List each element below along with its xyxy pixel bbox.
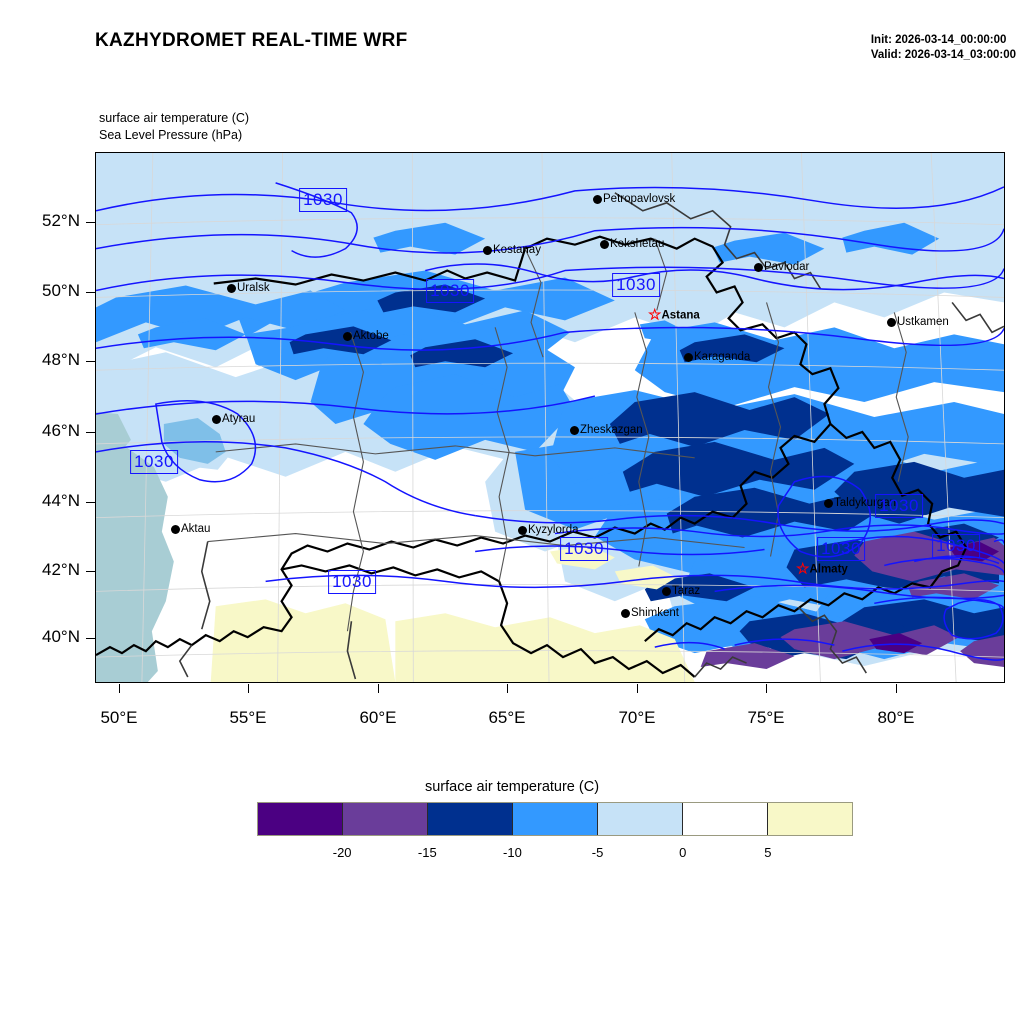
model-run-info: Init: 2026-03-14_00:00:00 Valid: 2026-03… (871, 33, 1016, 62)
colorbar-tick-0: 0 (679, 845, 687, 860)
valid-time-label: Valid: 2026-03-14_03:00:00 (870, 48, 1016, 61)
lat-tick-label-50: 50°N (42, 281, 80, 300)
lat-tick-label-42: 42°N (42, 560, 80, 579)
region-borders (207, 238, 909, 632)
map-canvas (96, 153, 1004, 682)
lat-tick-label-48: 48°N (42, 350, 80, 369)
colorbar-tick--20: -20 (332, 845, 352, 860)
lat-tick-44 (86, 502, 95, 503)
page-title: KAZHYDROMET REAL-TIME WRF (95, 30, 408, 51)
colorbar-tick--10: -10 (503, 845, 522, 860)
isobars (96, 182, 1004, 661)
init-time-label: Init: 2026-03-14_00:00:00 (870, 34, 1007, 46)
field-caption-pressure: Sea Level Pressure (hPa) (99, 127, 243, 142)
lon-tick-80 (896, 684, 897, 693)
water-bodies (96, 412, 174, 682)
field-caption-temperature: surface air temperature (C) (99, 111, 250, 125)
isobar-label: 1030 (426, 279, 474, 303)
kazakhstan-border (96, 235, 840, 657)
colorbar-tick--5: -5 (591, 845, 604, 860)
colorbar-swatch-2 (428, 803, 513, 835)
colorbar-tick-labels: -20 -15 -10 -5 0 5 (257, 845, 853, 865)
graticule (96, 153, 1004, 682)
lon-tick-70 (637, 684, 638, 693)
field-caption: surface air temperature (C) Sea Level Pr… (99, 110, 249, 144)
isobar-label: 1030 (875, 494, 923, 518)
lat-tick-label-40: 40°N (42, 627, 80, 646)
colorbar-title: surface air temperature (C) (424, 779, 600, 795)
lat-tick-40 (86, 638, 95, 639)
weather-map[interactable]: Petropavlovsk Kostanay Kokshetau Pavlodar Ur… (95, 152, 1005, 683)
lat-tick-48 (86, 361, 95, 362)
colorbar-swatch-3 (513, 803, 598, 835)
lat-tick-50 (86, 292, 95, 293)
isobar-label: 1030 (328, 570, 376, 594)
isobar-label: 1030 (130, 450, 178, 474)
colorbar-swatch-1 (343, 803, 428, 835)
colorbar-swatch-0 (258, 803, 343, 835)
lon-tick-label-80: 80°E (877, 708, 915, 727)
isobar-label: 1030 (299, 188, 347, 212)
colorbar-swatch-4 (598, 803, 683, 835)
neighbor-borders (178, 192, 1004, 680)
lon-tick-label-70: 70°E (618, 708, 656, 727)
colorbar[interactable] (257, 802, 853, 836)
lon-tick-label-65: 65°E (488, 708, 526, 727)
lon-tick-65 (507, 684, 508, 693)
isobar-label: 1030 (612, 273, 660, 297)
lon-tick-50 (119, 684, 120, 693)
lon-tick-55 (248, 684, 249, 693)
isobar-label: 1030 (817, 537, 865, 561)
lat-tick-42 (86, 571, 95, 572)
lat-tick-label-52: 52°N (42, 211, 80, 230)
colorbar-tick--15: -15 (417, 845, 437, 860)
lon-tick-60 (378, 684, 379, 693)
lon-tick-75 (766, 684, 767, 693)
colorbar-swatch-5 (683, 803, 768, 835)
lat-tick-label-44: 44°N (42, 491, 80, 510)
colorbar-swatch-6 (768, 803, 852, 835)
isobar-label: 1030 (932, 534, 980, 558)
kazakhstan-border-south (281, 564, 696, 678)
lat-tick-52 (86, 222, 95, 223)
isobar-label: 1030 (560, 537, 608, 561)
lon-tick-label-50: 50°E (100, 708, 138, 727)
lon-tick-label-75: 75°E (747, 708, 785, 727)
temp-band-purple (700, 531, 1004, 670)
lat-tick-46 (86, 432, 95, 433)
temp-band-cream (210, 545, 695, 682)
lat-tick-label-46: 46°N (42, 421, 80, 440)
kazakhstan-border-east (644, 423, 968, 642)
lon-tick-label-55: 55°E (229, 708, 267, 727)
colorbar-tick-5: 5 (764, 845, 772, 860)
lon-tick-label-60: 60°E (359, 708, 397, 727)
